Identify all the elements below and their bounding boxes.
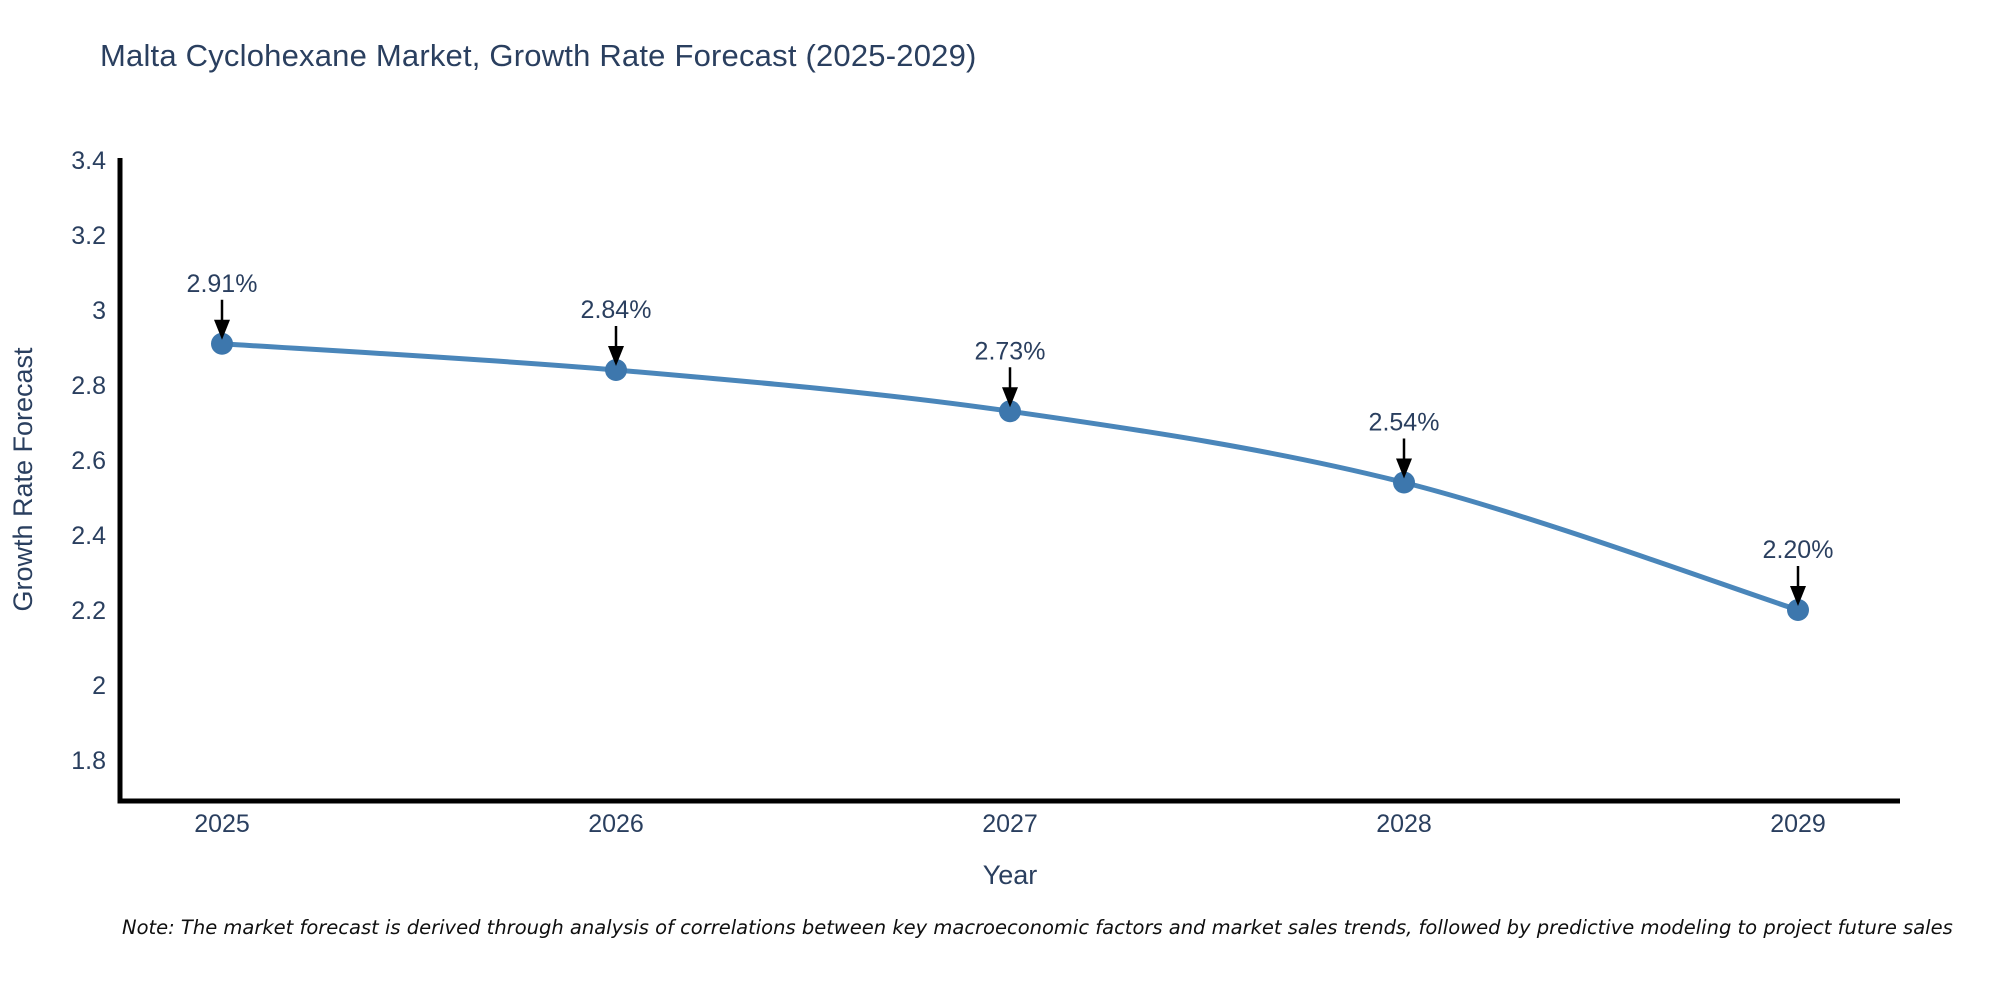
data-point-marker [1393, 471, 1415, 494]
y-tick-label: 3.4 [71, 147, 106, 175]
annotation-arrow-head [1002, 387, 1018, 408]
data-point-marker [999, 400, 1021, 423]
annotation-arrow-head [214, 319, 230, 340]
x-tick-label: 2029 [1770, 810, 1826, 838]
chart-title: Malta Cyclohexane Market, Growth Rate Fo… [100, 38, 977, 73]
data-point-marker [605, 359, 627, 381]
x-axis-title: Year [983, 860, 1038, 890]
data-point-marker [1787, 599, 1809, 621]
footnote: Note: The market forecast is derived thr… [122, 916, 1953, 939]
y-tick-label: 3.2 [71, 222, 106, 250]
y-tick-label: 2.4 [71, 522, 106, 550]
y-tick-label: 2.6 [71, 447, 106, 475]
point-annotation-label: 2.84% [581, 296, 652, 324]
annotation-arrow-head [1790, 586, 1806, 606]
point-annotation-label: 2.91% [187, 270, 258, 298]
line-series [211, 332, 1809, 621]
y-axis-title: Growth Rate Forecast [8, 347, 38, 612]
y-tick-label: 2 [92, 672, 106, 700]
y-tick-label: 2.2 [71, 597, 106, 625]
annotation-arrow-head [1396, 458, 1412, 479]
point-annotation-label: 2.73% [975, 337, 1046, 365]
annotation-arrow-head [608, 346, 624, 366]
y-tick-label: 3 [92, 297, 106, 325]
point-annotation-label: 2.54% [1369, 409, 1440, 437]
point-annotation-label: 2.20% [1763, 536, 1834, 564]
axes-layer: 3.4 3.2 3 2.8 2.6 2.4 2.2 2 1.8 2025 2026 2027 2028 2… [8, 147, 1900, 890]
y-tick-label: 2.8 [71, 372, 106, 400]
data-point-marker [211, 332, 233, 355]
x-tick-label: 2026 [588, 810, 644, 838]
x-tick-label: 2027 [982, 810, 1038, 838]
y-tick-label: 1.8 [71, 747, 106, 775]
x-tick-label: 2028 [1376, 810, 1432, 838]
x-tick-label: 2025 [194, 810, 250, 838]
annotations-layer: 2.91% 2.84% 2.73% 2.54% 2.20% [187, 270, 1834, 606]
